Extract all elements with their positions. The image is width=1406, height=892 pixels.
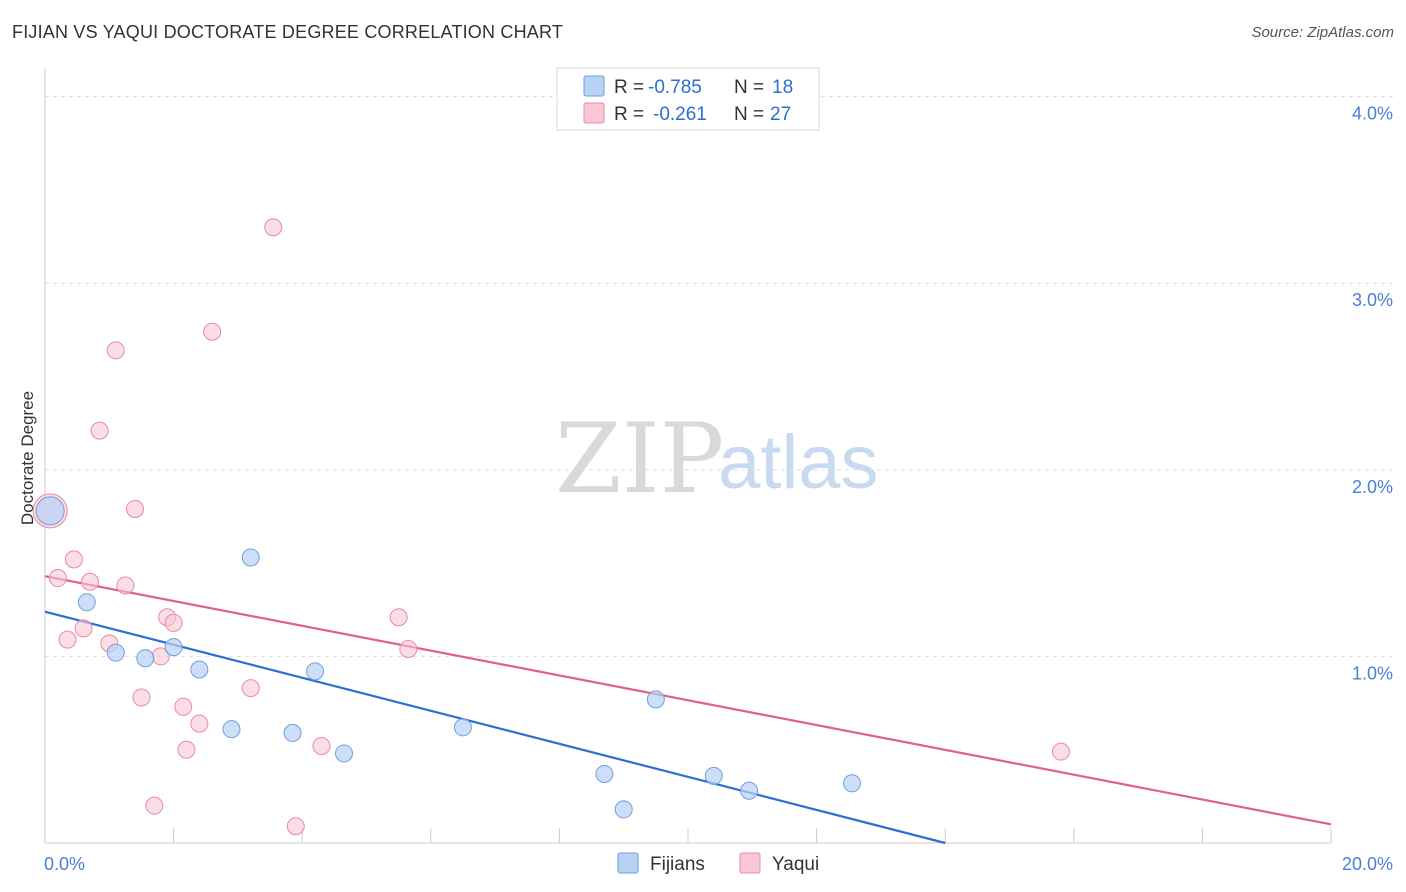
fijians-point-5: [164, 638, 183, 657]
fijians-point-8: [222, 720, 241, 739]
correlation-legend: R = -0.785 N = 18 R = -0.261 N = 27: [556, 67, 820, 131]
fijians-point-10: [306, 662, 325, 681]
bottom-legend-label-fijians: Fijians: [650, 854, 705, 875]
yaqui-point-13: [145, 796, 164, 815]
fijians-trend-line: [44, 610, 946, 845]
yaqui-point-22: [264, 218, 283, 237]
fijians-point-14: [614, 800, 633, 819]
legend-r-value-yaqui: -0.261: [653, 104, 707, 125]
watermark-zip: ZIP: [555, 403, 724, 515]
fijians-point-7: [241, 548, 260, 567]
source-label: Source: ZipAtlas.com: [1251, 24, 1394, 41]
yaqui-point-9: [106, 341, 125, 360]
yaqui-point-16: [164, 613, 183, 632]
fijians-point-4: [136, 649, 155, 668]
x-tick-label-max: 20.0%: [1342, 854, 1393, 874]
yaqui-point-17: [174, 697, 193, 716]
fijians-point-11: [334, 744, 353, 763]
fijians-point-9: [283, 723, 302, 742]
yaqui-point-12: [132, 688, 151, 707]
legend-n-label-yaqui: N =: [734, 104, 764, 125]
bottom-legend-swatch-yaqui: [739, 852, 761, 874]
yaqui-point-25: [389, 608, 408, 627]
fijians-point-17: [740, 781, 759, 800]
chart-title: FIJIAN VS YAQUI DOCTORATE DEGREE CORRELA…: [12, 22, 564, 42]
yaqui-point-20: [203, 322, 222, 341]
trend-lines: [44, 575, 1332, 845]
legend-n-value-yaqui: 27: [770, 104, 791, 125]
tick-labels: 1.0% 2.0% 3.0% 4.0% 0.0% 20.0%: [44, 104, 1393, 874]
fijians-point-13: [595, 764, 614, 783]
data-points: [32, 218, 1070, 836]
legend-n-label-fijians: N =: [734, 77, 764, 98]
yaqui-point-19: [190, 714, 209, 733]
y-tick-label-4: 4.0%: [1352, 104, 1393, 124]
fijians-point-2: [77, 593, 96, 612]
yaqui-point-27: [1051, 742, 1070, 761]
fijians-point-1: [35, 496, 65, 526]
legend-n-value-fijians: 18: [772, 77, 793, 98]
yaqui-point-3: [58, 630, 77, 649]
yaqui-point-11: [126, 500, 145, 519]
fijians-point-18: [842, 774, 861, 793]
yaqui-point-6: [81, 572, 100, 591]
fijians-point-12: [453, 718, 472, 737]
yaqui-point-21: [241, 679, 260, 698]
yaqui-trend-line: [44, 575, 1332, 826]
y-tick-label-2: 2.0%: [1352, 477, 1393, 497]
axes: [44, 68, 1332, 844]
yaqui-point-5: [74, 619, 93, 638]
watermark-atlas: atlas: [718, 420, 879, 505]
grid-lines: [45, 96, 1395, 657]
fijians-point-15: [646, 690, 665, 709]
y-tick-label-1: 1.0%: [1352, 663, 1393, 683]
series-legend: Fijians Yaqui: [617, 852, 819, 875]
yaqui-point-10: [116, 576, 135, 595]
x-tick-label-min: 0.0%: [44, 854, 85, 874]
legend-swatch-fijians: [583, 75, 605, 97]
yaqui-point-4: [64, 550, 83, 569]
y-tick-label-3: 3.0%: [1352, 290, 1393, 310]
yaqui-point-7: [90, 421, 109, 440]
bottom-legend-label-yaqui: Yaqui: [772, 854, 819, 875]
fijians-point-16: [704, 766, 723, 785]
yaqui-point-26: [399, 639, 418, 658]
yaqui-point-2: [48, 569, 67, 588]
fijians-point-3: [106, 643, 125, 662]
legend-swatch-yaqui: [583, 102, 605, 124]
legend-r-label-yaqui: R =: [614, 104, 644, 125]
bottom-legend-swatch-fijians: [617, 852, 639, 874]
y-axis-label: Doctorate Degree: [18, 391, 37, 525]
legend-r-value-fijians: -0.785: [648, 77, 702, 98]
yaqui-point-23: [286, 817, 305, 836]
legend-r-label-fijians: R =: [614, 77, 644, 98]
fijians-point-6: [190, 660, 209, 679]
yaqui-point-24: [312, 736, 331, 755]
yaqui-point-18: [177, 740, 196, 759]
